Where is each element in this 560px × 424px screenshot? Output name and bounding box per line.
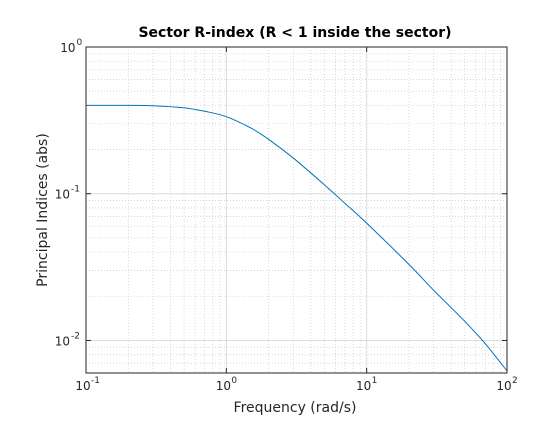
x-tick-base: 10 [75,379,90,393]
x-tick-label: 10 1 [356,376,377,393]
chart-title: Sector R-index (R < 1 inside the sector) [138,25,451,41]
x-tick-base: 10 [216,379,231,393]
x-tick-exponent: -1 [91,376,100,386]
y-tick-label: 10 -1 [55,185,80,202]
y-tick-exponent: -1 [71,185,80,195]
x-tick-label: 10 0 [216,376,238,393]
y-tick-exponent: 0 [77,38,83,48]
x-tick-base: 10 [356,379,371,393]
x-axis-ticks: 10 -1 10 0 10 1 10 2 [75,47,518,393]
x-tick-base: 10 [496,379,511,393]
y-tick-base: 10 [55,188,70,202]
y-tick-base: 10 [60,41,75,55]
y-tick-label: 10 -2 [55,331,80,348]
x-axis-label: Frequency (rad/s) [234,400,357,416]
x-tick-exponent: 1 [372,376,378,386]
x-tick-label: 10 -1 [75,376,100,393]
y-axis-label: Principal Indices (abs) [35,133,51,287]
x-tick-label: 10 2 [496,376,517,393]
x-tick-exponent: 2 [512,376,518,386]
y-tick-exponent: -2 [71,331,80,341]
series-layer [85,104,508,372]
y-tick-label: 10 0 [60,38,82,55]
y-tick-base: 10 [55,334,70,348]
series-line [85,104,508,372]
axes-background [86,47,507,373]
x-tick-exponent: 0 [231,376,237,386]
grid [85,47,507,374]
axes-box [85,46,508,374]
